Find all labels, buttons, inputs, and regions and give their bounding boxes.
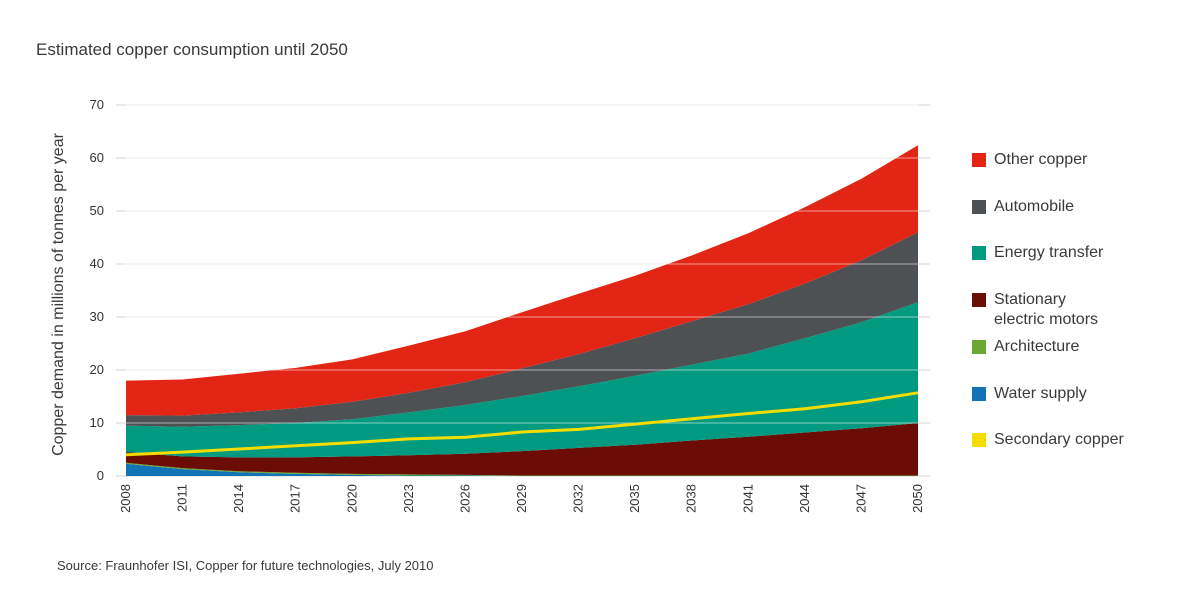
legend-item: Automobile xyxy=(972,197,1074,217)
legend-item: Architecture xyxy=(972,337,1079,357)
legend-swatch xyxy=(972,153,986,167)
y-axis-label: Copper demand in millions of tonnes per … xyxy=(50,132,67,456)
x-tick-label: 2044 xyxy=(797,484,812,513)
area-energy-transfer xyxy=(126,302,918,458)
y-tick-label: 40 xyxy=(90,256,104,271)
legend-item: Other copper xyxy=(972,150,1087,170)
x-tick-label: 2050 xyxy=(910,484,925,513)
area-automobile xyxy=(126,232,918,427)
x-tick-label: 2020 xyxy=(344,484,359,513)
legend-label: Secondary copper xyxy=(994,431,1124,448)
area-stationary-electric-motors xyxy=(126,423,918,476)
legend-swatch xyxy=(972,293,986,307)
x-tick-label: 2008 xyxy=(118,484,133,513)
x-tick-label: 2026 xyxy=(457,484,472,513)
x-tick-label: 2032 xyxy=(571,484,586,513)
legend-swatch xyxy=(972,246,986,260)
x-tick-label: 2038 xyxy=(684,484,699,513)
line-secondary-copper xyxy=(125,391,919,457)
source-note: Source: Fraunhofer ISI, Copper for futur… xyxy=(57,558,434,573)
x-tick-label: 2047 xyxy=(853,484,868,513)
legend-item: Water supply xyxy=(972,384,1087,404)
y-tick-label: 0 xyxy=(97,468,104,483)
legend-label: Water supply xyxy=(994,385,1087,402)
area-water-supply xyxy=(126,463,918,476)
legend-label: Energy transfer xyxy=(994,244,1104,261)
legend-swatch xyxy=(972,200,986,214)
legend-label: Other copper xyxy=(994,151,1088,168)
legend-item: Stationary electric motors xyxy=(972,290,1098,330)
x-tick-label: 2029 xyxy=(514,484,529,513)
x-tick-label: 2041 xyxy=(740,484,755,513)
legend-label: Automobile xyxy=(994,198,1075,215)
x-tick-label: 2011 xyxy=(175,484,190,512)
legend-swatch xyxy=(972,387,986,401)
y-tick-label: 50 xyxy=(90,203,104,218)
legend-swatch xyxy=(972,340,986,354)
legend-swatch xyxy=(972,433,986,447)
y-tick-label: 10 xyxy=(90,415,104,430)
x-tick-label: 2017 xyxy=(288,484,303,513)
x-tick-label: 2014 xyxy=(231,484,246,513)
chart-title: Estimated copper consumption until 2050 xyxy=(36,40,348,59)
x-tick-label: 2023 xyxy=(401,484,416,513)
legend-label: Stationary electric motors xyxy=(994,291,1099,328)
y-tick-label: 30 xyxy=(90,309,104,324)
legend-item: Energy transfer xyxy=(972,243,1103,263)
legend-label: Architecture xyxy=(994,338,1080,355)
y-tick-label: 60 xyxy=(90,150,104,165)
y-tick-label: 70 xyxy=(90,97,104,112)
y-tick-label: 20 xyxy=(90,362,104,377)
legend-item: Secondary copper xyxy=(972,430,1124,450)
x-tick-label: 2035 xyxy=(627,484,642,513)
area-other-copper xyxy=(126,145,918,416)
